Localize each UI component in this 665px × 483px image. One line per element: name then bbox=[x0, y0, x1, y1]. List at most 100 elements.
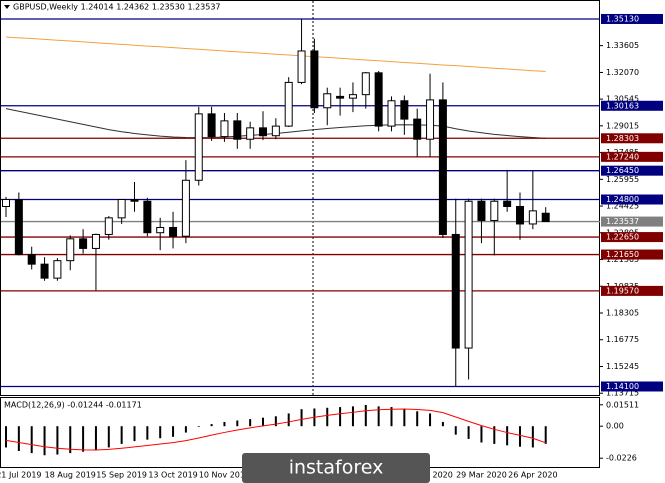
level-label: 1.30163 bbox=[606, 101, 639, 110]
level-label-box bbox=[601, 249, 663, 260]
macd-bar bbox=[493, 426, 496, 444]
y-tick-label: 1.33605 bbox=[606, 41, 639, 50]
macd-bar bbox=[544, 426, 547, 444]
candle-body bbox=[143, 200, 152, 234]
macd-bar bbox=[390, 407, 393, 427]
candle-body bbox=[490, 200, 499, 221]
candle-body bbox=[259, 127, 267, 137]
level-label-box bbox=[601, 100, 663, 111]
level-label-box bbox=[601, 194, 663, 205]
candle-body bbox=[336, 95, 345, 99]
level-label: 1.35130 bbox=[606, 14, 639, 23]
macd-title: MACD(12,26,9) -0.01244 -0.01171 bbox=[4, 401, 142, 410]
macd-bar bbox=[82, 426, 85, 452]
candle-body bbox=[426, 99, 435, 140]
macd-bar bbox=[5, 426, 7, 448]
macd-bar bbox=[262, 417, 264, 427]
level-label-box bbox=[601, 165, 663, 176]
candle-body bbox=[2, 199, 10, 207]
macd-bar bbox=[17, 426, 20, 451]
y-tick-label: 1.32070 bbox=[606, 68, 639, 77]
candle-body bbox=[156, 226, 165, 234]
macd-bar bbox=[480, 426, 483, 443]
macd-bar bbox=[56, 426, 59, 455]
candle-body bbox=[413, 118, 422, 140]
x-tick-label: 13 Oct 2019 bbox=[148, 471, 197, 480]
y-tick-label: 1.15245 bbox=[606, 362, 639, 371]
candle-body bbox=[169, 226, 178, 237]
candle-body bbox=[400, 100, 409, 120]
macd-tick-label: -0.0226 bbox=[606, 454, 637, 463]
candle-body bbox=[181, 179, 190, 237]
macd-bar bbox=[197, 426, 200, 427]
macd-bar bbox=[300, 409, 303, 427]
macd-bar bbox=[249, 419, 252, 427]
level-label-box bbox=[601, 381, 663, 392]
macd-tick-label: 0.00 bbox=[606, 422, 624, 431]
x-tick-label: 1 Mar 2020 bbox=[407, 471, 453, 480]
macd-bar bbox=[274, 416, 277, 427]
macd-bar bbox=[339, 407, 342, 427]
y-tick-label: 1.25955 bbox=[606, 175, 639, 184]
main-pane bbox=[0, 0, 600, 396]
x-tick-label: 29 Mar 2020 bbox=[456, 471, 507, 480]
macd-bar bbox=[94, 426, 97, 451]
level-label-box bbox=[601, 13, 663, 24]
macd-bar bbox=[236, 420, 239, 427]
y-tick-label: 1.29015 bbox=[606, 121, 639, 130]
candle-body bbox=[40, 263, 49, 279]
macd-bar bbox=[223, 421, 226, 427]
chart-title: GBPUSD,Weekly 1.24014 1.24362 1.23530 1.… bbox=[13, 3, 221, 12]
macd-bar bbox=[120, 426, 123, 444]
level-label: 1.27240 bbox=[606, 152, 639, 161]
y-tick-label: 1.16775 bbox=[606, 335, 639, 344]
watermark: instaforex bbox=[289, 457, 384, 479]
moving-average bbox=[5, 36, 546, 72]
candle-body bbox=[27, 254, 36, 265]
macd-bar bbox=[30, 426, 33, 454]
y-tick-label: 1.18305 bbox=[606, 309, 639, 318]
x-tick-label: 21 Jul 2019 bbox=[0, 471, 41, 480]
candle-body bbox=[297, 50, 306, 83]
macd-bar bbox=[531, 426, 534, 448]
candle-body bbox=[451, 233, 460, 349]
macd-bar bbox=[351, 406, 354, 427]
candle-body bbox=[91, 233, 100, 249]
macd-bar bbox=[146, 426, 149, 440]
macd-bar bbox=[326, 407, 329, 427]
menu-arrow bbox=[4, 5, 10, 9]
macd-bar bbox=[210, 424, 213, 427]
macd-signal bbox=[5, 408, 546, 451]
macd-bar bbox=[429, 413, 432, 427]
candle-body bbox=[374, 72, 383, 127]
macd-bar bbox=[506, 426, 509, 446]
level-label: 1.21650 bbox=[606, 250, 639, 259]
level-label: 1.24800 bbox=[606, 195, 639, 204]
candle-body bbox=[503, 200, 512, 207]
level-label-box bbox=[601, 151, 663, 162]
candle-body bbox=[348, 94, 357, 99]
macd-bar bbox=[519, 426, 521, 447]
macd-bar bbox=[184, 426, 187, 433]
x-tick-label: 18 Aug 2019 bbox=[45, 471, 96, 480]
candle-body bbox=[104, 217, 113, 235]
macd-bar bbox=[133, 426, 136, 442]
macd-tick-label: 0.01511 bbox=[606, 400, 639, 409]
x-tick-label: 15 Sep 2019 bbox=[96, 471, 147, 480]
macd-bar bbox=[377, 406, 380, 427]
candle-body bbox=[246, 127, 255, 140]
level-label: 1.19570 bbox=[606, 286, 639, 295]
level-label-box bbox=[601, 133, 663, 144]
y-tick-label: 1.13715 bbox=[606, 389, 639, 398]
candle-body bbox=[387, 100, 396, 127]
candle-body bbox=[438, 99, 447, 235]
macd-bar bbox=[403, 408, 406, 427]
macd-bar bbox=[172, 426, 175, 437]
y-tick-label: 1.24425 bbox=[606, 202, 639, 211]
macd-bar bbox=[287, 413, 290, 427]
candle-body bbox=[130, 199, 139, 202]
macd-bar bbox=[454, 426, 457, 435]
candle-body bbox=[271, 125, 280, 137]
